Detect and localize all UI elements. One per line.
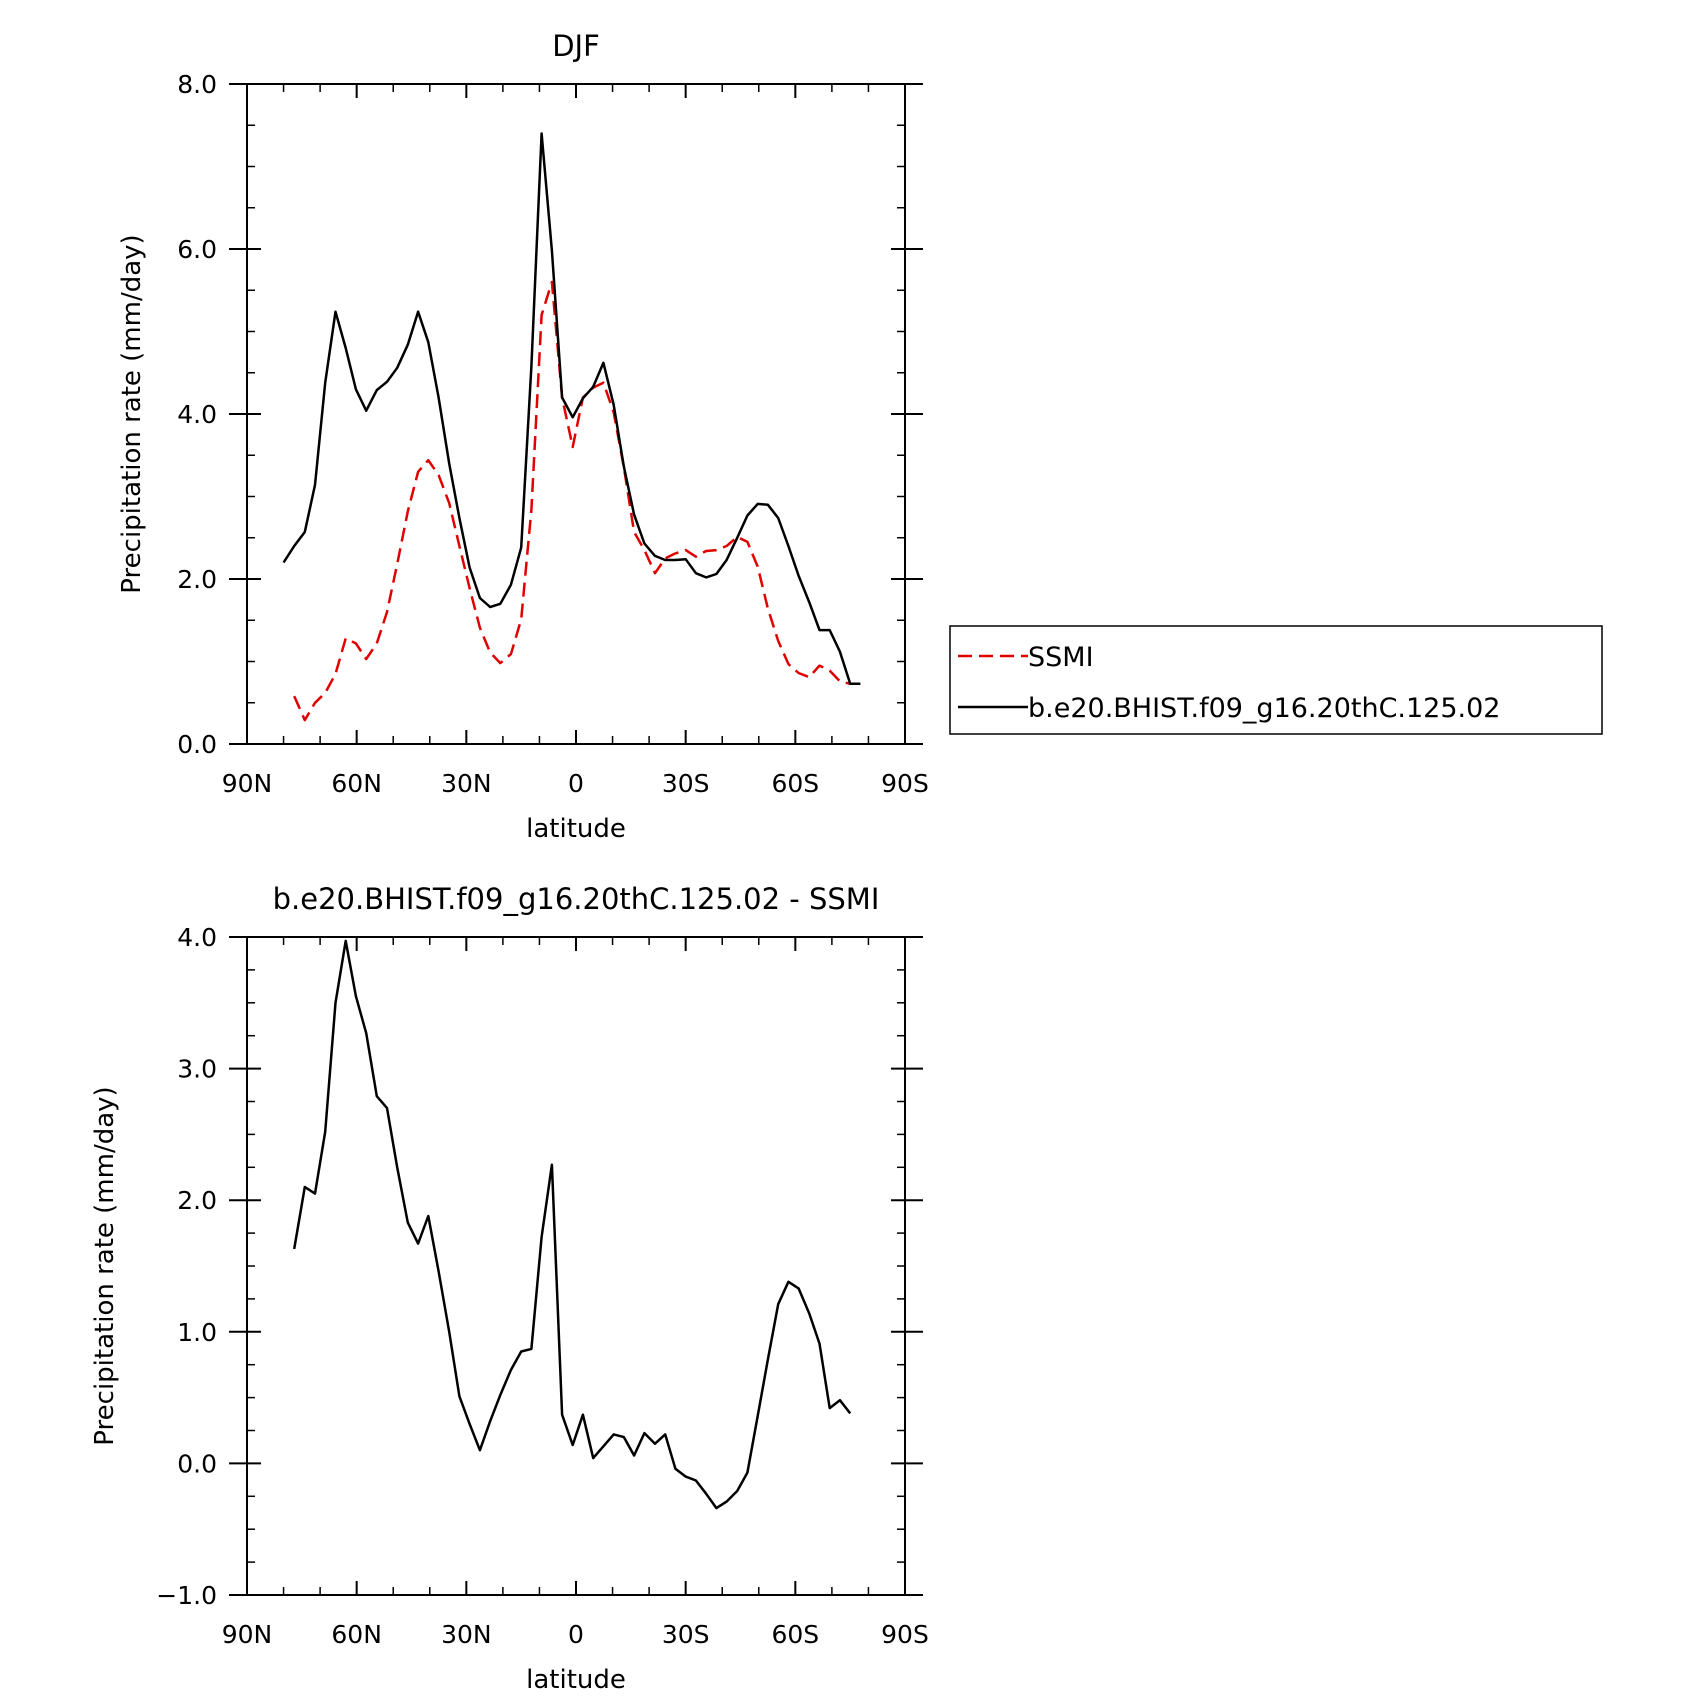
chart-title: b.e20.BHIST.f09_g16.20thC.125.02 - SSMI	[273, 882, 880, 916]
x-tick-label: 90N	[222, 1620, 273, 1649]
y-tick-label: 0.0	[177, 730, 217, 759]
series-line-ssmi	[293, 280, 851, 722]
x-axis-label: latitude	[526, 814, 626, 844]
y-axis-label: Precipitation rate (mm/day)	[117, 234, 147, 593]
x-tick-label: 60N	[331, 1620, 382, 1649]
x-tick-label: 0	[568, 1620, 584, 1649]
x-tick-label: 90N	[222, 769, 273, 798]
y-tick-label: 1.0	[177, 1318, 217, 1347]
top-panel-djf: DJF 90N 60N 30N 0 30S 60S 90S 0.0 2.0 4.0 6.0 8.0 lat…	[117, 29, 1603, 844]
x-tick-label: 30S	[662, 1620, 710, 1649]
series-line-model	[292, 939, 852, 1510]
y-tick-label: 4.0	[177, 923, 217, 952]
y-tick-label: 4.0	[177, 400, 217, 429]
y-tick-label: 8.0	[177, 70, 217, 99]
x-tick-label: 60S	[771, 1620, 819, 1649]
y-tick-label: 2.0	[177, 565, 217, 594]
x-tick-label: 90S	[881, 1620, 929, 1649]
plot-frame	[246, 83, 906, 745]
y-tick-label: −1.0	[156, 1581, 217, 1610]
chart-title: DJF	[552, 29, 600, 63]
legend-box	[949, 625, 1603, 735]
plot-frame	[246, 936, 906, 1596]
bottom-panel-difference: b.e20.BHIST.f09_g16.20thC.125.02 - SSMI 9…	[90, 882, 929, 1695]
series-line-model	[282, 132, 861, 686]
y-tick-label: 3.0	[177, 1055, 217, 1084]
x-axis-label: latitude	[526, 1665, 626, 1695]
y-tick-label: 2.0	[177, 1186, 217, 1215]
x-tick-label: 60S	[771, 769, 819, 798]
x-tick-label: 30N	[441, 1620, 492, 1649]
legend-label: SSMI	[1028, 642, 1094, 673]
legend-label: b.e20.BHIST.f09_g16.20thC.125.02	[1028, 693, 1500, 724]
y-tick-label: 0.0	[177, 1449, 217, 1478]
x-tick-label: 90S	[881, 769, 929, 798]
x-tick-label: 30N	[441, 769, 492, 798]
x-tick-label: 0	[568, 769, 584, 798]
y-tick-label: 6.0	[177, 235, 217, 264]
y-axis-label: Precipitation rate (mm/day)	[90, 1086, 120, 1445]
x-tick-label: 30S	[662, 769, 710, 798]
x-tick-label: 60N	[331, 769, 382, 798]
